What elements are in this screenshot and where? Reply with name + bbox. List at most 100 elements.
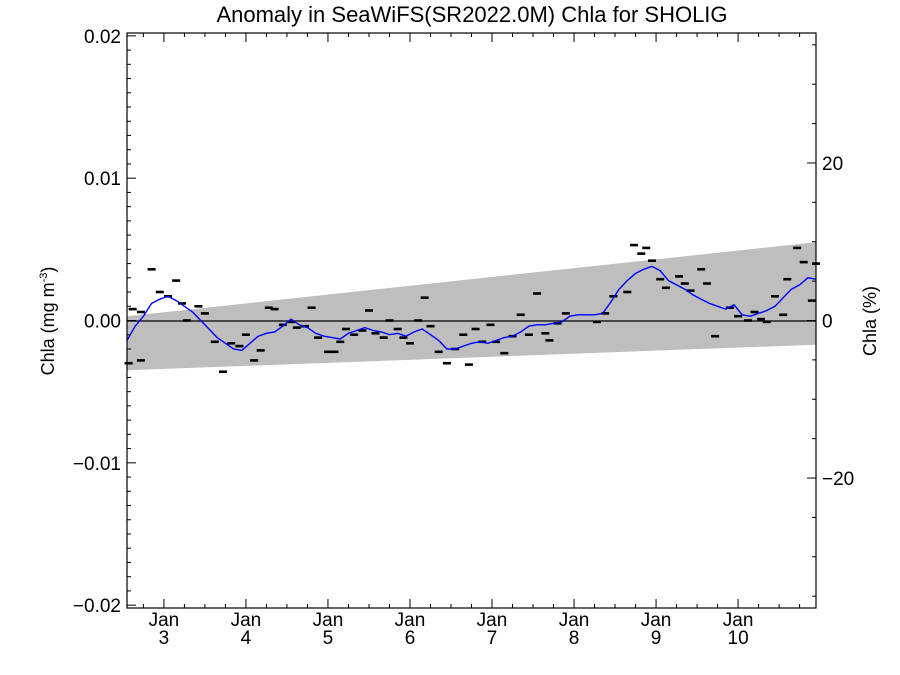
x-tick-label-day: 5 bbox=[323, 628, 334, 649]
data-point-marker bbox=[680, 282, 689, 285]
data-point-marker bbox=[661, 286, 670, 290]
data-point-marker bbox=[561, 312, 570, 315]
x-tick-label-month: Jan bbox=[395, 610, 426, 631]
data-point-marker bbox=[541, 332, 550, 335]
data-point-marker bbox=[278, 323, 287, 327]
data-point-marker bbox=[743, 319, 752, 322]
data-point-marker bbox=[235, 344, 244, 348]
y-left-tick-label: −0.01 bbox=[73, 454, 121, 475]
y-right-tick-label: −20 bbox=[822, 469, 854, 490]
y-right-tick-label: 20 bbox=[822, 154, 843, 175]
data-point-marker bbox=[807, 299, 816, 302]
data-point-marker bbox=[779, 313, 788, 317]
data-point-marker bbox=[393, 327, 402, 331]
data-point-marker bbox=[330, 350, 339, 354]
data-point-marker bbox=[533, 292, 542, 295]
data-point-marker bbox=[324, 350, 332, 354]
data-point-marker bbox=[762, 320, 771, 324]
y-left-tick-label: 0.00 bbox=[84, 312, 121, 333]
data-point-marker bbox=[783, 277, 792, 281]
chart-title: Anomaly in SeaWiFS(SR2022.0M) Chla for S… bbox=[216, 2, 727, 27]
x-tick-label-month: Jan bbox=[641, 610, 672, 631]
data-point-marker bbox=[734, 314, 743, 318]
data-point-marker bbox=[399, 336, 408, 339]
data-point-marker bbox=[219, 370, 227, 373]
data-point-marker bbox=[178, 302, 186, 305]
x-tick-label-day: 10 bbox=[728, 628, 749, 649]
data-point-marker bbox=[500, 351, 509, 355]
data-point-marker bbox=[292, 326, 301, 329]
data-point-marker bbox=[492, 340, 501, 344]
data-point-marker bbox=[227, 342, 236, 345]
y-axis-label-right: Chla (%) bbox=[860, 286, 880, 356]
data-point-marker bbox=[793, 246, 802, 250]
x-tick-label-month: Jan bbox=[231, 610, 262, 631]
data-point-marker bbox=[128, 307, 137, 311]
y-right-tick-label: 0 bbox=[822, 312, 833, 333]
x-tick-label-day: 4 bbox=[241, 628, 252, 649]
data-point-marker bbox=[465, 363, 473, 366]
data-point-marker bbox=[182, 319, 191, 322]
data-point-marker bbox=[342, 327, 350, 331]
data-point-marker bbox=[711, 334, 720, 338]
x-tick-label-day: 9 bbox=[651, 628, 662, 649]
data-point-marker bbox=[697, 268, 706, 271]
data-point-marker bbox=[147, 268, 156, 271]
x-tick-label-month: Jan bbox=[313, 610, 344, 631]
data-point-marker bbox=[799, 260, 808, 264]
x-tick-label-day: 3 bbox=[159, 628, 170, 649]
data-point-marker bbox=[241, 333, 250, 336]
data-point-marker bbox=[358, 329, 367, 332]
data-point-marker bbox=[637, 252, 646, 255]
x-tick-label-month: Jan bbox=[477, 610, 508, 631]
data-point-marker bbox=[675, 275, 683, 278]
data-point-marker bbox=[593, 320, 601, 324]
y-axis-label-left: Chla (mg m-3) bbox=[38, 267, 58, 376]
x-tick-label-day: 6 bbox=[405, 628, 416, 649]
data-point-marker bbox=[307, 306, 316, 309]
data-point-marker bbox=[702, 282, 711, 285]
data-point-marker bbox=[623, 290, 632, 294]
data-point-marker bbox=[426, 324, 435, 328]
data-point-marker bbox=[371, 332, 380, 335]
data-point-marker bbox=[750, 310, 759, 314]
data-point-marker bbox=[194, 305, 203, 308]
x-tick-label-month: Jan bbox=[149, 610, 180, 631]
x-tick-label-month: Jan bbox=[723, 610, 754, 631]
data-point-marker bbox=[516, 313, 525, 317]
data-point-marker bbox=[656, 277, 665, 281]
x-tick-label-month: Jan bbox=[559, 610, 590, 631]
uncertainty-band bbox=[127, 242, 816, 371]
data-point-marker bbox=[350, 333, 359, 336]
data-point-marker bbox=[601, 312, 610, 315]
x-tick-label-day: 8 bbox=[569, 628, 580, 649]
x-tick-label-day: 7 bbox=[487, 628, 498, 649]
data-point-marker bbox=[771, 295, 779, 298]
data-point-marker bbox=[648, 259, 656, 262]
data-point-marker bbox=[336, 340, 345, 344]
data-point-marker bbox=[385, 319, 394, 322]
data-point-marker bbox=[420, 296, 429, 299]
y-left-tick-label: −0.02 bbox=[73, 596, 121, 617]
data-point-marker bbox=[250, 359, 259, 362]
data-point-marker bbox=[210, 340, 219, 344]
y-left-tick-label: 0.02 bbox=[84, 27, 121, 48]
data-point-marker bbox=[172, 279, 181, 282]
data-point-marker bbox=[442, 361, 451, 365]
data-point-marker bbox=[136, 359, 145, 362]
anomaly-running-mean-line bbox=[126, 265, 817, 352]
data-point-marker bbox=[524, 333, 533, 336]
data-point-marker bbox=[471, 327, 480, 331]
data-point-marker bbox=[686, 289, 695, 292]
data-point-marker bbox=[365, 309, 373, 312]
data-point-marker bbox=[629, 243, 638, 247]
data-point-marker bbox=[264, 306, 273, 309]
y-left-tick-label: 0.01 bbox=[84, 169, 121, 190]
data-point-marker bbox=[379, 336, 388, 339]
data-point-marker bbox=[287, 320, 295, 324]
data-point-marker bbox=[136, 310, 145, 314]
data-point-marker bbox=[256, 349, 265, 352]
data-point-marker bbox=[155, 290, 164, 294]
data-point-marker bbox=[200, 312, 209, 315]
